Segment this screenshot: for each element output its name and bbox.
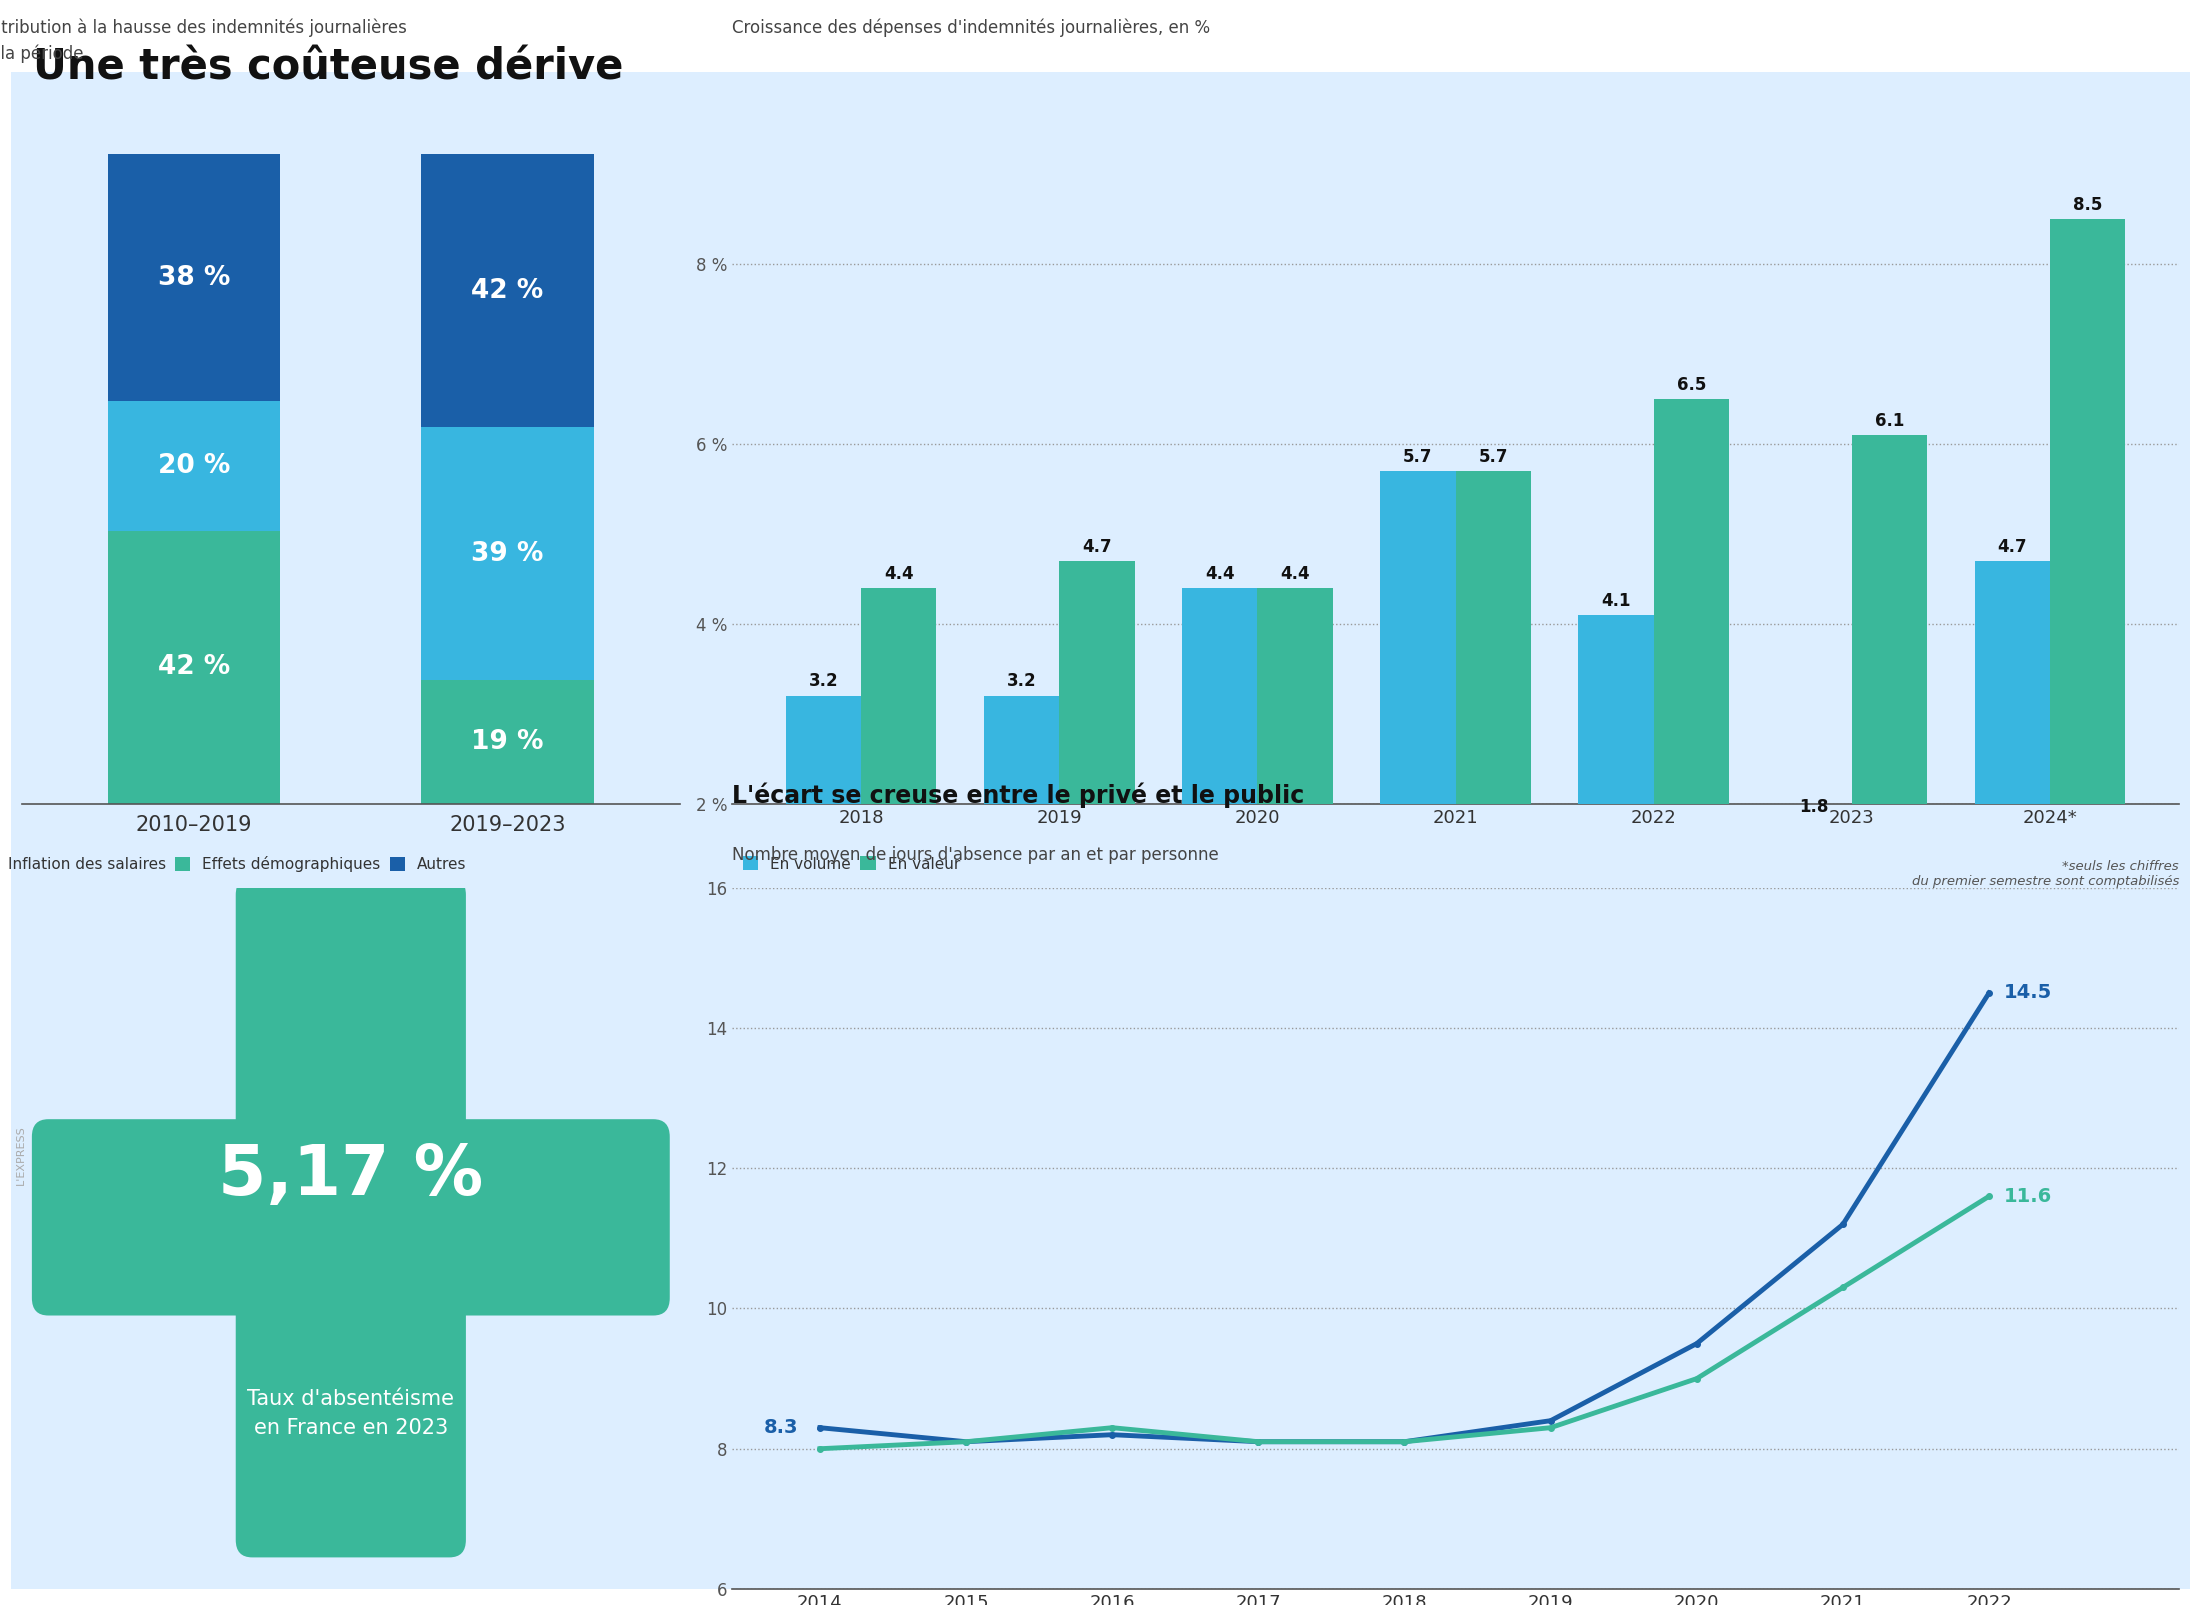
Bar <box>1974 562 2049 984</box>
Bar <box>1182 587 1257 984</box>
Fonction publique <box>1536 1411 1563 1430</box>
Secteur privé <box>1246 1432 1272 1451</box>
Text: 4.7: 4.7 <box>1083 538 1112 555</box>
Text: 39 %: 39 % <box>471 541 544 567</box>
Legend: Inflation des salaires, Effets démographiques, Autres: Inflation des salaires, Effets démograph… <box>0 854 469 875</box>
Text: L'EXPRESS: L'EXPRESS <box>15 1125 26 1186</box>
Bar <box>420 154 594 427</box>
Bar <box>1059 562 1134 984</box>
Text: Taux d'absentéisme
en France en 2023: Taux d'absentéisme en France en 2023 <box>247 1388 453 1438</box>
Bar <box>984 697 1059 984</box>
Text: 5,17 %: 5,17 % <box>218 1141 484 1209</box>
Secteur privé <box>1391 1432 1417 1451</box>
Bar <box>108 531 280 804</box>
Text: 1.8: 1.8 <box>1800 798 1829 817</box>
Bar <box>2049 220 2126 984</box>
Text: 5.7: 5.7 <box>1479 448 1508 465</box>
Bar <box>1851 435 1928 984</box>
Text: 19 %: 19 % <box>471 729 544 754</box>
Fonction publique <box>1684 1334 1710 1353</box>
Bar <box>420 427 594 681</box>
Text: 14.5: 14.5 <box>2003 984 2051 1003</box>
Text: 42 %: 42 % <box>158 655 231 681</box>
Text: L'écart se creuse entre le privé et le public: L'écart se creuse entre le privé et le p… <box>733 783 1305 809</box>
Text: Croissance des dépenses d'indemnités journalières, en %: Croissance des dépenses d'indemnités jou… <box>733 18 1211 37</box>
Bar <box>786 697 861 984</box>
Text: 42 %: 42 % <box>471 278 544 303</box>
Text: 5.7: 5.7 <box>1404 448 1433 465</box>
Bar <box>420 681 594 804</box>
Bar <box>1257 587 1334 984</box>
Bar <box>1653 400 1730 984</box>
Text: 3.2: 3.2 <box>1006 672 1037 690</box>
Text: 6.5: 6.5 <box>1677 376 1706 393</box>
Secteur privé <box>953 1432 979 1451</box>
Text: Une très coûteuse dérive: Une très coûteuse dérive <box>33 47 623 88</box>
Fonction publique <box>808 1419 834 1438</box>
Text: Contribution à la hausse des indemnités journalières
sur la période: Contribution à la hausse des indemnités … <box>0 18 407 63</box>
Fonction publique <box>953 1432 979 1451</box>
Bar <box>108 154 280 401</box>
Text: *seuls les chiffres
du premier semestre sont comptabilisés: *seuls les chiffres du premier semestre … <box>1913 860 2179 888</box>
Secteur privé <box>1684 1369 1710 1388</box>
Text: 3.2: 3.2 <box>808 672 839 690</box>
Fonction publique <box>1391 1432 1417 1451</box>
Text: 6.1: 6.1 <box>1875 412 1904 430</box>
Text: Nombre moyen de jours d'absence par an et par personne: Nombre moyen de jours d'absence par an e… <box>733 846 1219 863</box>
Text: 8.5: 8.5 <box>2073 196 2102 213</box>
Text: 4.4: 4.4 <box>1204 565 1235 583</box>
Fonction publique <box>1976 984 2003 1003</box>
Fonction publique <box>1829 1215 1855 1234</box>
Text: 8.3: 8.3 <box>764 1419 799 1436</box>
Text: 4.1: 4.1 <box>1602 592 1631 610</box>
Bar <box>1455 472 1532 984</box>
Line: Fonction publique: Fonction publique <box>817 990 1992 1444</box>
Text: 4.4: 4.4 <box>885 565 913 583</box>
Legend: En volume, En valeur: En volume, En valeur <box>740 854 964 875</box>
Text: 4.7: 4.7 <box>1999 538 2027 555</box>
Line: Secteur privé: Secteur privé <box>817 1194 1992 1451</box>
Secteur privé <box>808 1440 834 1459</box>
FancyBboxPatch shape <box>31 1119 669 1316</box>
Secteur privé <box>1536 1419 1563 1438</box>
Text: 20 %: 20 % <box>158 453 231 480</box>
Bar <box>108 401 280 531</box>
Text: 11.6: 11.6 <box>2003 1186 2051 1205</box>
Fonction publique <box>1246 1432 1272 1451</box>
Bar <box>1380 472 1455 984</box>
Text: 4.4: 4.4 <box>1281 565 1310 583</box>
Secteur privé <box>1976 1186 2003 1205</box>
Fonction publique <box>1098 1425 1125 1444</box>
Secteur privé <box>1829 1278 1855 1297</box>
Text: 38 %: 38 % <box>158 265 231 291</box>
FancyBboxPatch shape <box>236 878 467 1557</box>
Secteur privé <box>1098 1419 1125 1438</box>
Bar <box>1776 822 1851 984</box>
Bar <box>1578 615 1653 984</box>
Bar <box>861 587 935 984</box>
